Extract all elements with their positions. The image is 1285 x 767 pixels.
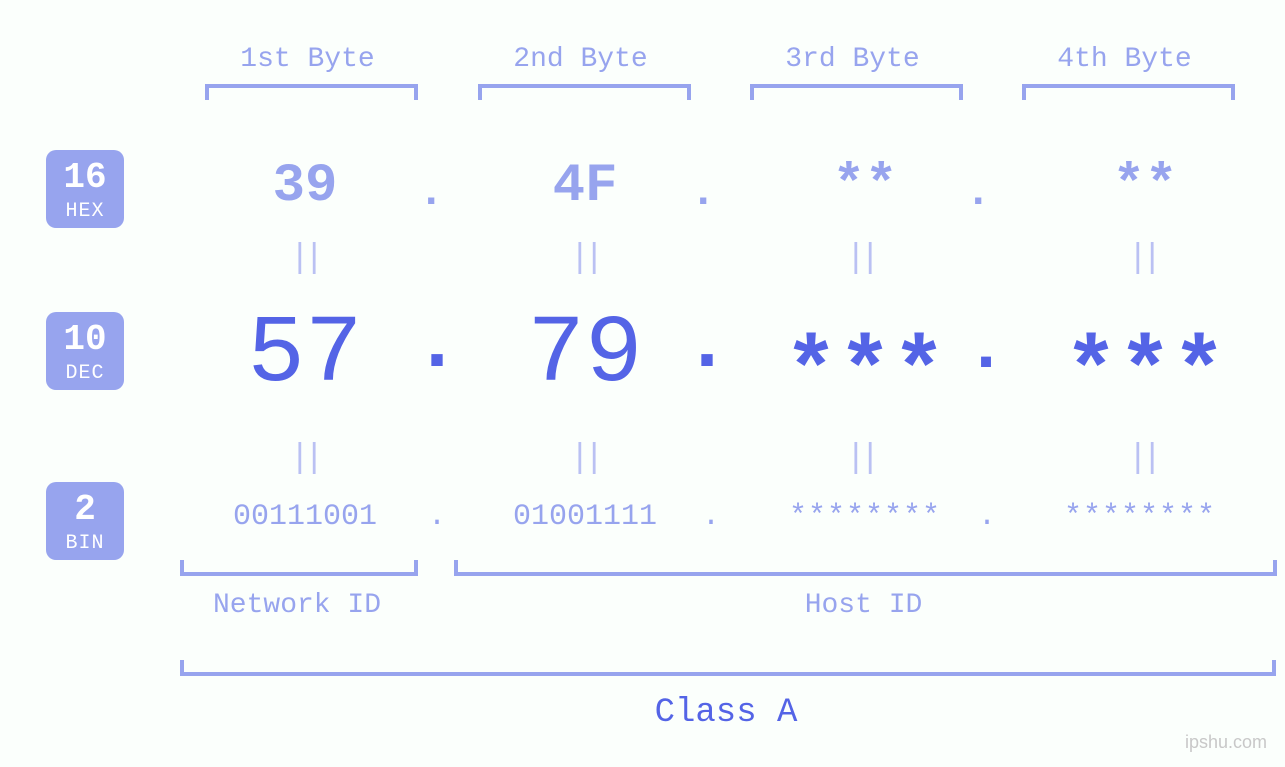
hex-byte-2: 4F bbox=[460, 156, 710, 217]
bracket-top-3 bbox=[750, 84, 963, 100]
dec-dot-2: . bbox=[683, 300, 731, 391]
badge-dec-num: 10 bbox=[46, 312, 124, 358]
dec-byte-3: *** bbox=[740, 330, 990, 420]
eq-icon: || bbox=[284, 440, 324, 478]
bin-dot-3: . bbox=[978, 500, 996, 534]
eq-icon: || bbox=[564, 240, 604, 278]
badge-bin: 2 BIN bbox=[46, 482, 124, 560]
byte-header-2: 2nd Byte bbox=[478, 44, 683, 75]
hex-byte-3: ** bbox=[740, 156, 990, 217]
badge-bin-num: 2 bbox=[46, 482, 124, 528]
label-network-id: Network ID bbox=[180, 590, 414, 621]
hex-dot-1: . bbox=[418, 168, 444, 218]
bracket-class bbox=[180, 660, 1276, 676]
eq-icon: || bbox=[1122, 240, 1162, 278]
dec-byte-2: 79 bbox=[460, 300, 710, 409]
label-host-id: Host ID bbox=[454, 590, 1273, 621]
hex-dot-2: . bbox=[690, 168, 716, 218]
bin-dot-1: . bbox=[428, 500, 446, 534]
bin-byte-1: 00111001 bbox=[170, 500, 440, 534]
bracket-top-2 bbox=[478, 84, 691, 100]
badge-hex: 16 HEX bbox=[46, 150, 124, 228]
byte-header-1: 1st Byte bbox=[205, 44, 410, 75]
badge-dec-lab: DEC bbox=[46, 358, 124, 384]
eq-icon: || bbox=[840, 240, 880, 278]
bin-byte-3: ******** bbox=[730, 500, 1000, 534]
eq-icon: || bbox=[840, 440, 880, 478]
byte-header-4: 4th Byte bbox=[1022, 44, 1227, 75]
bin-byte-2: 01001111 bbox=[450, 500, 720, 534]
bracket-host-id bbox=[454, 560, 1277, 576]
watermark: ipshu.com bbox=[1185, 732, 1267, 753]
dec-byte-4: *** bbox=[1020, 330, 1270, 420]
hex-byte-4: ** bbox=[1020, 156, 1270, 217]
badge-dec: 10 DEC bbox=[46, 312, 124, 390]
badge-hex-num: 16 bbox=[46, 150, 124, 196]
bracket-top-1 bbox=[205, 84, 418, 100]
label-class: Class A bbox=[180, 694, 1272, 732]
eq-icon: || bbox=[284, 240, 324, 278]
byte-header-3: 3rd Byte bbox=[750, 44, 955, 75]
bin-dot-2: . bbox=[702, 500, 720, 534]
dec-dot-3: . bbox=[965, 310, 1007, 389]
bin-byte-4: ******** bbox=[1005, 500, 1275, 534]
dec-byte-1: 57 bbox=[180, 300, 430, 409]
hex-byte-1: 39 bbox=[180, 156, 430, 217]
dec-dot-1: . bbox=[413, 300, 461, 391]
badge-bin-lab: BIN bbox=[46, 528, 124, 554]
bracket-network-id bbox=[180, 560, 418, 576]
eq-icon: || bbox=[564, 440, 604, 478]
badge-hex-lab: HEX bbox=[46, 196, 124, 222]
eq-icon: || bbox=[1122, 440, 1162, 478]
hex-dot-3: . bbox=[965, 168, 991, 218]
bracket-top-4 bbox=[1022, 84, 1235, 100]
